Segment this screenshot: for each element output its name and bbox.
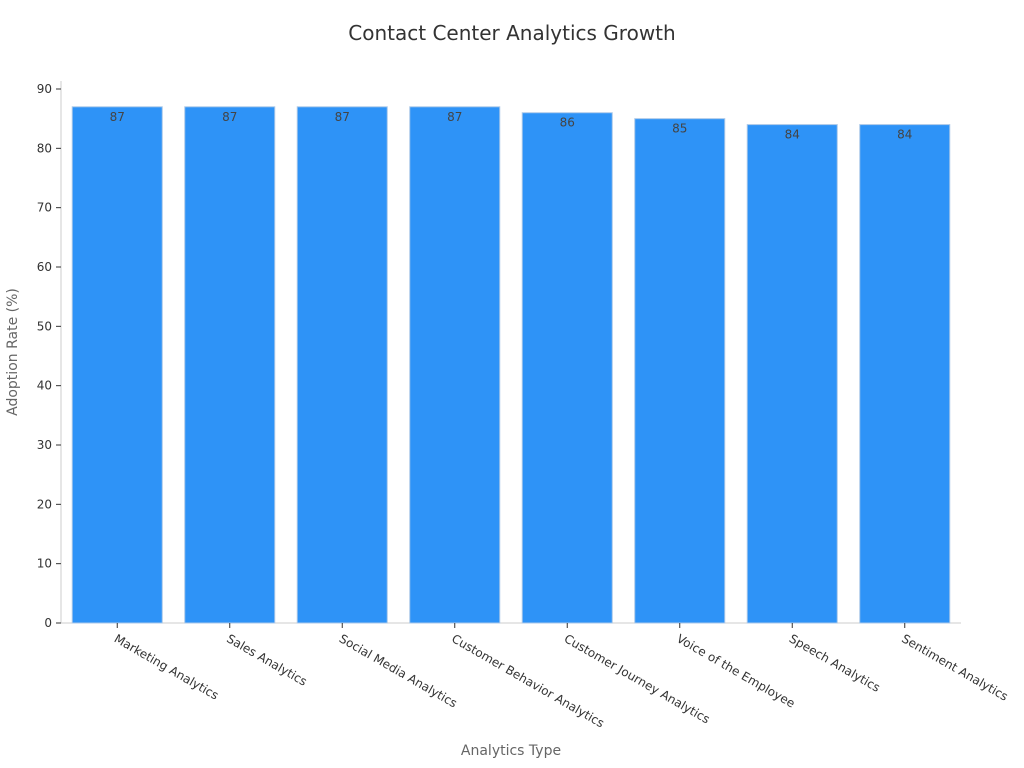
bar-value-label: 85 <box>672 122 687 136</box>
y-axis-title: Adoption Rate (%) <box>5 288 21 416</box>
x-tick-label: Sales Analytics <box>224 631 309 688</box>
bar <box>184 106 276 624</box>
y-axis-ticks: 0 10 20 30 40 50 60 70 80 90 <box>37 82 61 630</box>
chart-title: Contact Center Analytics Growth <box>348 21 675 45</box>
y-tick-label: 90 <box>37 82 52 96</box>
x-tick-label: Voice of the Employee <box>674 631 797 710</box>
bar-value-label: 87 <box>222 110 237 124</box>
bar <box>71 106 163 624</box>
y-tick-label: 30 <box>37 438 52 452</box>
x-tick-label: Sentiment Analytics <box>899 631 1010 703</box>
x-axis-ticks: Marketing Analytics Sales Analytics Social… <box>112 623 1010 730</box>
bar <box>859 124 951 624</box>
x-axis-title: Analytics Type <box>461 743 561 759</box>
y-tick-label: 20 <box>37 497 52 511</box>
bar <box>634 118 726 624</box>
bar-value-label: 87 <box>335 110 350 124</box>
bar <box>409 106 501 624</box>
y-tick-label: 80 <box>37 141 52 155</box>
x-tick-label: Speech Analytics <box>787 631 883 694</box>
x-tick-label: Social Media Analytics <box>337 631 460 710</box>
y-tick-label: 70 <box>37 201 52 215</box>
bar-value-label: 84 <box>785 128 800 142</box>
y-tick-label: 60 <box>37 260 52 274</box>
y-tick-label: 40 <box>37 379 52 393</box>
bar <box>521 112 613 624</box>
bar-value-label: 86 <box>560 116 575 130</box>
y-tick-label: 10 <box>37 557 52 571</box>
bar-value-label: 87 <box>447 110 462 124</box>
data-labels-group: 87 87 87 87 86 85 84 84 <box>110 110 913 142</box>
x-tick-label: Marketing Analytics <box>112 631 221 702</box>
bar <box>296 106 388 624</box>
bar <box>746 124 838 624</box>
y-tick-label: 50 <box>37 319 52 333</box>
y-tick-label: 0 <box>44 616 52 630</box>
bars-group <box>71 106 951 624</box>
bar-value-label: 87 <box>110 110 125 124</box>
bar-value-label: 84 <box>897 128 912 142</box>
